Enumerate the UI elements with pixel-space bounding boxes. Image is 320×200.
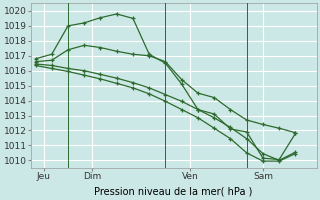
X-axis label: Pression niveau de la mer( hPa ): Pression niveau de la mer( hPa ) bbox=[94, 187, 253, 197]
